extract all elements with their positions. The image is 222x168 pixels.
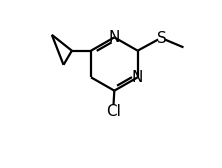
Text: N: N [132,70,143,85]
Text: N: N [109,30,120,45]
Text: Cl: Cl [106,104,121,119]
Text: S: S [157,31,167,46]
